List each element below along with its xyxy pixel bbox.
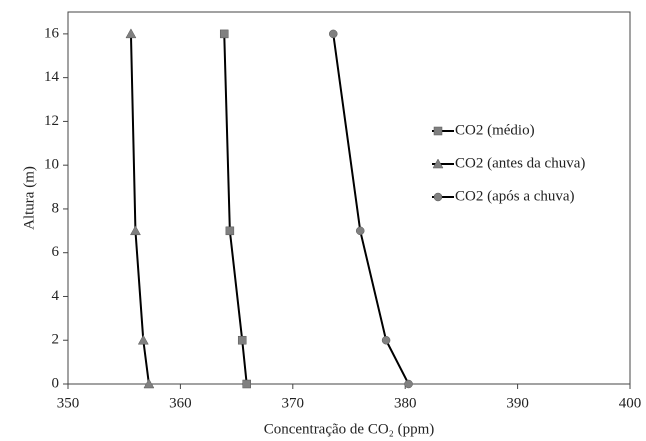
x-tick-label: 390 bbox=[506, 395, 529, 411]
y-tick-label: 12 bbox=[44, 113, 59, 129]
marker bbox=[130, 225, 141, 236]
marker bbox=[329, 29, 338, 39]
y-tick-label: 6 bbox=[52, 244, 60, 260]
y-tick-label: 2 bbox=[52, 332, 60, 348]
marker bbox=[237, 335, 247, 345]
y-axis-title: Altura (m) bbox=[21, 166, 37, 230]
marker bbox=[219, 29, 229, 39]
legend-marker bbox=[433, 192, 443, 202]
series-line bbox=[332, 33, 410, 385]
legend-label: CO2 (após a chuva) bbox=[455, 188, 575, 204]
legend-marker bbox=[432, 158, 444, 169]
marker bbox=[225, 226, 235, 236]
marker bbox=[404, 379, 413, 389]
marker bbox=[125, 28, 137, 39]
y-tick-label: 8 bbox=[52, 200, 60, 216]
marker bbox=[242, 379, 251, 389]
y-tick-label: 4 bbox=[52, 288, 60, 304]
series-line bbox=[223, 33, 248, 385]
marker bbox=[143, 378, 155, 389]
legend-label: CO2 (médio) bbox=[455, 122, 535, 138]
marker bbox=[137, 334, 149, 345]
series-line bbox=[129, 33, 150, 385]
y-tick-label: 16 bbox=[44, 25, 60, 41]
marker bbox=[381, 335, 391, 345]
legend-marker bbox=[433, 126, 443, 136]
x-tick-label: 370 bbox=[282, 395, 305, 411]
y-tick-label: 14 bbox=[44, 69, 60, 85]
x-tick-label: 350 bbox=[57, 395, 80, 411]
x-tick-label: 380 bbox=[394, 395, 417, 411]
legend-label: CO2 (antes da chuva) bbox=[455, 155, 585, 171]
x-tick-label: 360 bbox=[169, 395, 192, 411]
y-tick-label: 10 bbox=[44, 157, 59, 173]
marker bbox=[355, 226, 365, 236]
y-tick-label: 0 bbox=[52, 375, 60, 391]
x-tick-label: 400 bbox=[619, 395, 642, 411]
x-axis-title: Concentração de CO₂ (ppm) bbox=[264, 421, 435, 437]
plot-frame bbox=[67, 11, 631, 385]
